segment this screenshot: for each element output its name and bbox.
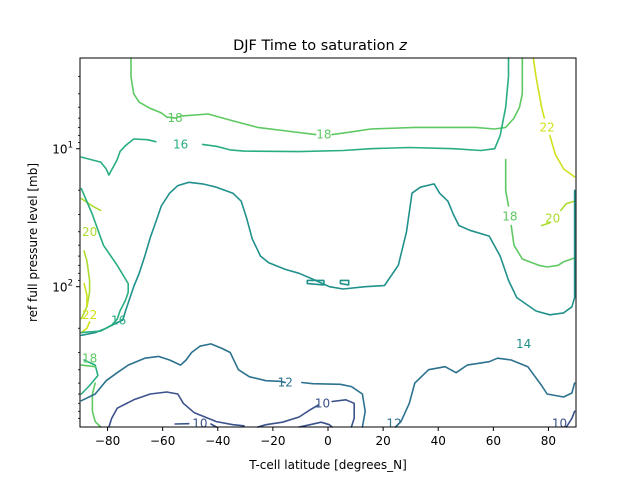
contour-label-12: 10 (315, 396, 330, 410)
contour-label-13: 10 (192, 416, 207, 430)
y-tick-base-100: 10 (52, 281, 67, 295)
contour-line-22-12 (532, 57, 546, 119)
x-axis-label: T-cell latitude [degrees_N] (248, 458, 407, 472)
contour-line-16-17 (80, 187, 129, 334)
contour-line-18-20 (91, 382, 102, 428)
x-tick-label-20: 20 (375, 434, 390, 448)
contour-label-11: 12 (278, 376, 293, 390)
x-tick-label--60: −60 (150, 434, 175, 448)
y-tick-label-10: 101 (52, 141, 73, 157)
contour-line-16-4 (80, 138, 157, 176)
x-tick-label-80: 80 (541, 434, 556, 448)
contour-line-18-3 (510, 224, 576, 268)
contour-line-18-1 (331, 57, 524, 136)
x-tick-label--40: −40 (205, 434, 230, 448)
y-axis-label: ref full pressure level [mb] (26, 163, 40, 322)
y-tick-label-100: 102 (52, 279, 73, 295)
y-tick-exponent-10: 1 (68, 141, 73, 151)
contour-line-18-2 (504, 158, 510, 207)
contour-label-7: 14 (516, 337, 531, 351)
contour-label-0: 18 (167, 111, 182, 125)
contour-line-12-23 (394, 357, 576, 428)
contour-line-10-28 (331, 398, 356, 428)
contour-line-18-19 (80, 364, 96, 368)
contour-label-4: 18 (502, 210, 517, 224)
contour-label-5: 20 (545, 211, 560, 225)
contour-label-1: 18 (316, 128, 331, 142)
contour-line-20-8 (540, 222, 551, 227)
contour-line-16-18 (80, 359, 99, 395)
x-tick-label--80: −80 (95, 434, 120, 448)
contour-lines (80, 57, 576, 428)
x-tick-label-60: 60 (486, 434, 501, 448)
contour-label-9: 16 (111, 314, 126, 328)
chart-title: DJF Time to saturation z (233, 38, 407, 54)
contour-line-14-14 (80, 181, 576, 337)
x-axis-ticks: −80 −60 −40 −20 0 20 40 60 80 (95, 427, 556, 448)
contour-line-14-16 (339, 279, 350, 286)
contour-line-10-27 (256, 404, 320, 428)
x-tick-label--20: −20 (260, 434, 285, 448)
contour-line-10-30 (298, 421, 333, 428)
chart-title-variable: z (398, 38, 407, 54)
y-tick-exponent-100: 2 (68, 279, 73, 289)
x-tick-label-0: 0 (324, 434, 332, 448)
contour-line-20-9 (559, 200, 576, 212)
contour-line-10-29 (565, 410, 576, 428)
contour-label-15: 10 (552, 416, 567, 430)
contour-line-18-0 (130, 57, 317, 136)
contour-line-12-22 (300, 381, 367, 428)
contour-line-22-10 (83, 282, 88, 308)
contour-label-6: 20 (82, 225, 97, 239)
contour-line-22-13 (548, 134, 576, 178)
contour-line-20-7 (80, 250, 91, 320)
contour-line-16-5 (201, 57, 510, 153)
contour-label-8: 22 (82, 308, 97, 322)
contour-line-10-24 (108, 391, 245, 428)
contour-line-12-21 (80, 343, 287, 402)
contour-line-20-6 (80, 197, 102, 212)
contour-line-14-15 (306, 279, 325, 286)
contour-label-3: 22 (539, 120, 554, 134)
contour-label-10: 18 (82, 351, 97, 365)
contour-line-22-11 (80, 321, 91, 334)
contour-label-2: 16 (173, 137, 188, 151)
contour-label-14: 12 (386, 416, 401, 430)
x-tick-label-40: 40 (431, 434, 446, 448)
y-tick-base-10: 10 (52, 143, 67, 157)
chart-title-text: DJF Time to saturation (233, 38, 395, 54)
